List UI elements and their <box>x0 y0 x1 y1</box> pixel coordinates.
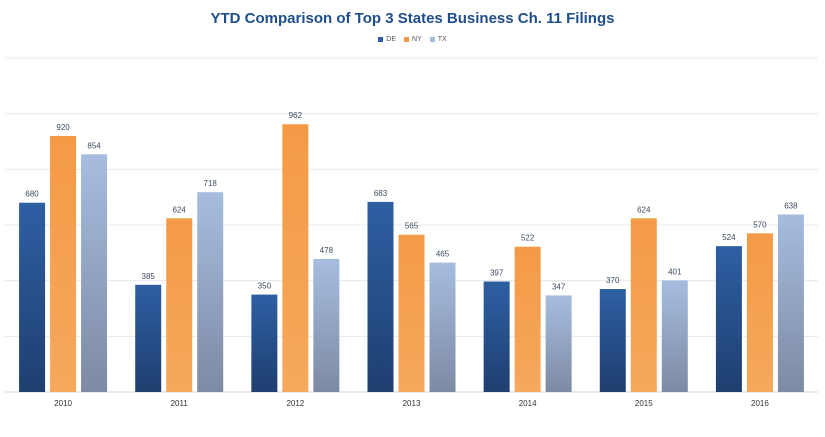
legend-item-de: DE <box>378 36 396 43</box>
legend-swatch-de <box>378 37 384 42</box>
bar-tx-2011 <box>197 192 224 392</box>
data-label-de-2012: 350 <box>258 282 272 291</box>
legend-item-ny: NY <box>404 36 422 43</box>
x-tick-label-2016: 2016 <box>751 399 769 408</box>
data-label-ny-2011: 624 <box>173 205 187 214</box>
legend-label-de: DE <box>386 36 397 43</box>
data-label-de-2016: 524 <box>722 233 736 242</box>
bar-ny-2015 <box>630 218 657 392</box>
x-tick-label-2011: 2011 <box>171 399 189 408</box>
data-label-tx-2011: 718 <box>204 179 218 188</box>
data-label-de-2015: 370 <box>606 276 620 285</box>
data-label-ny-2016: 570 <box>753 220 767 229</box>
data-label-de-2014: 397 <box>490 269 504 278</box>
bar-de-2015 <box>599 289 626 392</box>
bar-ny-2014 <box>514 246 541 392</box>
bar-tx-2010 <box>81 154 108 392</box>
data-label-tx-2013: 465 <box>436 250 450 259</box>
data-label-tx-2012: 478 <box>320 246 334 255</box>
legend-label-ny: NY <box>412 36 422 43</box>
chart-title: YTD Comparison of Top 3 States Business … <box>210 10 615 27</box>
bar-ny-2011 <box>166 218 193 392</box>
bar-de-2010 <box>19 202 46 392</box>
x-tick-label-2014: 2014 <box>519 399 537 408</box>
bar-tx-2014 <box>545 295 572 392</box>
bar-ny-2010 <box>50 135 77 392</box>
x-tick-label-2015: 2015 <box>635 399 653 408</box>
data-label-de-2011: 385 <box>142 272 156 281</box>
data-label-ny-2013: 565 <box>405 222 419 231</box>
bar-tx-2015 <box>661 280 688 392</box>
bar-de-2014 <box>483 281 510 392</box>
data-label-tx-2010: 854 <box>87 141 101 150</box>
bar-de-2011 <box>135 284 162 392</box>
legend-label-tx: TX <box>437 36 447 43</box>
x-tick-label-2013: 2013 <box>403 399 421 408</box>
x-tick-label-2012: 2012 <box>286 399 304 408</box>
data-label-de-2010: 680 <box>25 190 39 199</box>
bar-ny-2013 <box>398 234 425 392</box>
data-label-ny-2012: 962 <box>289 111 303 120</box>
legend: DE NY TX <box>0 36 825 43</box>
legend-swatch-ny <box>404 37 410 42</box>
bar-de-2013 <box>367 201 394 392</box>
data-label-tx-2015: 401 <box>668 267 682 276</box>
bar-de-2012 <box>251 294 278 392</box>
legend-item-tx: TX <box>429 36 447 43</box>
data-label-tx-2014: 347 <box>552 282 566 291</box>
bar-tx-2012 <box>313 258 340 392</box>
bar-ny-2012 <box>282 124 309 392</box>
data-label-de-2013: 683 <box>374 189 388 198</box>
data-label-ny-2010: 920 <box>56 123 70 132</box>
legend-swatch-tx <box>429 37 435 42</box>
x-tick-label-2010: 2010 <box>54 399 72 408</box>
data-label-ny-2014: 522 <box>521 234 535 243</box>
bar-ny-2016 <box>746 233 773 392</box>
bar-de-2016 <box>715 246 742 392</box>
bar-tx-2016 <box>777 214 804 392</box>
data-label-tx-2016: 638 <box>784 201 798 210</box>
data-label-ny-2015: 624 <box>637 205 651 214</box>
bar-tx-2013 <box>429 262 456 392</box>
